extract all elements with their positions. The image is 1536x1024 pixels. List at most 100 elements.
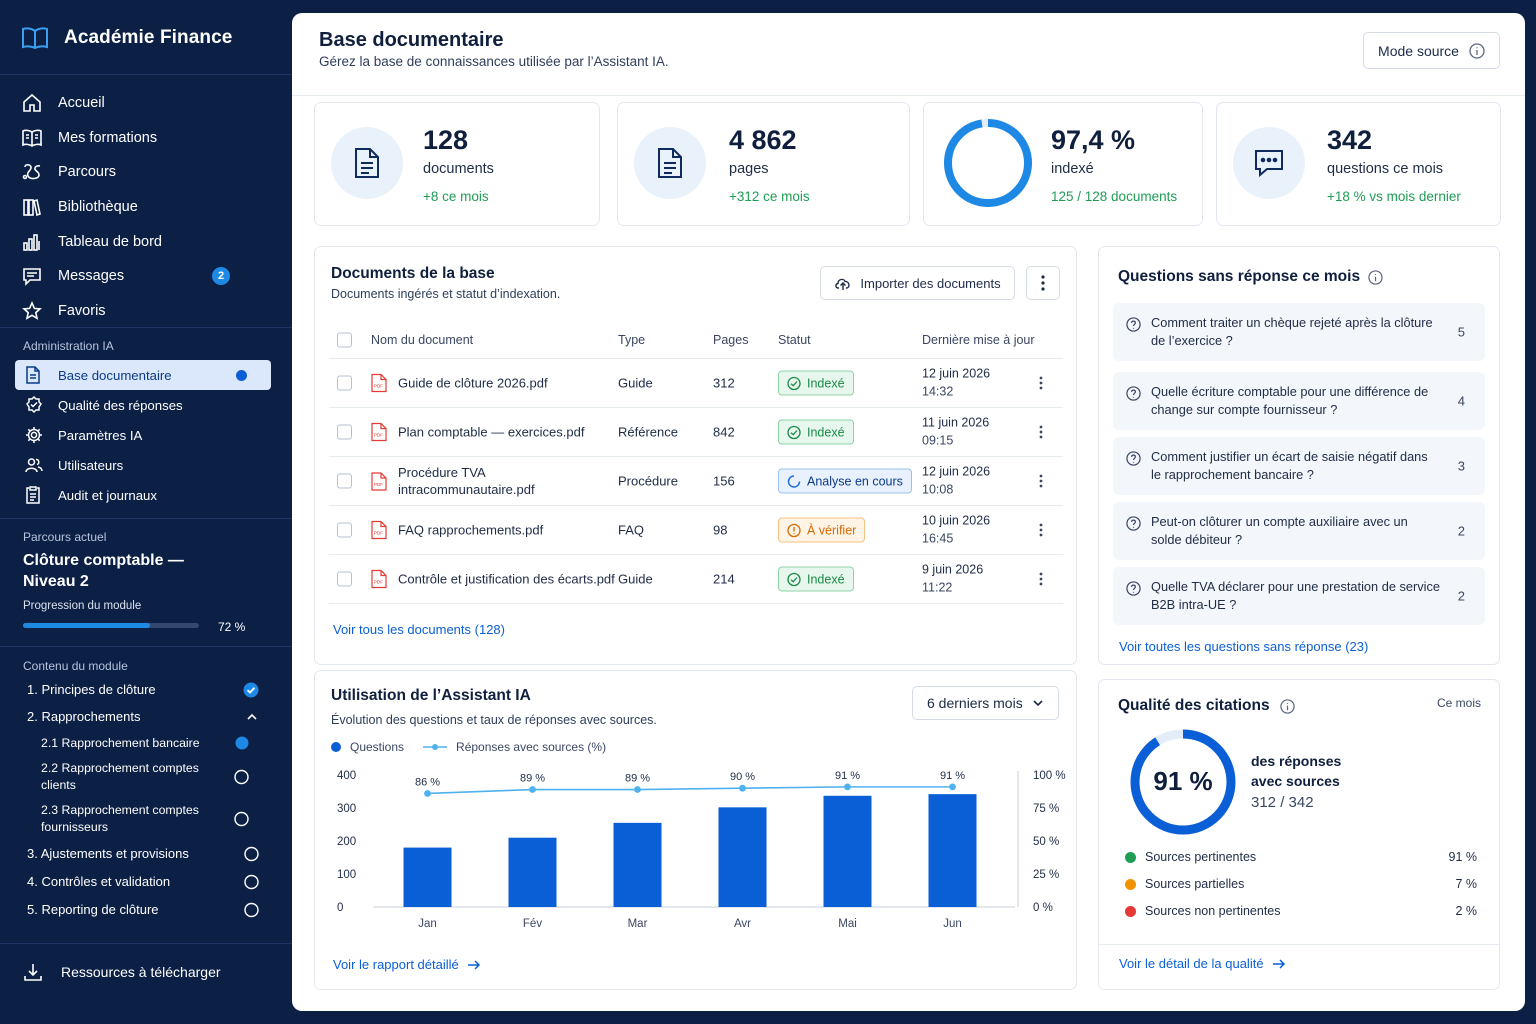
- nav-item-parcours[interactable]: Parcours: [22, 155, 272, 190]
- col-header-pages[interactable]: Pages: [713, 332, 749, 347]
- nav-item-accueil[interactable]: Accueil: [22, 86, 272, 121]
- question-item[interactable]: Comment justifier un écart de saisie nég…: [1113, 437, 1485, 495]
- module-item-3[interactable]: 3. Ajustements et provisions: [27, 840, 267, 868]
- period-select[interactable]: 6 derniers mois: [912, 686, 1059, 720]
- doc-name[interactable]: Procédure TVA intracommunautaire.pdf: [398, 465, 535, 497]
- question-item[interactable]: Peut-on clôturer un compte auxiliaire av…: [1113, 502, 1485, 560]
- question-item[interactable]: Quelle TVA déclarer pour une prestation …: [1113, 567, 1485, 625]
- warning-circle-icon: [787, 523, 801, 537]
- module-label: 4. Contrôles et validation: [27, 874, 171, 889]
- table-row[interactable]: PDF FAQ rapprochements.pdf FAQ 98 À vérif…: [329, 506, 1063, 555]
- nav-item-tableau-de-bord[interactable]: Tableau de bord: [22, 224, 272, 259]
- table-row[interactable]: PDF Plan comptable — exercices.pdf Référe…: [329, 408, 1063, 457]
- view-all-documents-link[interactable]: Voir tous les documents (128): [333, 622, 505, 637]
- row-more-icon[interactable]: [1039, 425, 1043, 439]
- question-item[interactable]: Quelle écriture comptable pour une diffé…: [1113, 372, 1485, 430]
- row-more-icon[interactable]: [1039, 572, 1043, 586]
- nav-item-favoris[interactable]: Favoris: [22, 294, 272, 329]
- course-section-title: Parcours actuel: [23, 530, 107, 544]
- users-icon: [25, 456, 58, 474]
- progress-value: 72 %: [218, 620, 246, 634]
- info-icon[interactable]: [1279, 698, 1295, 714]
- detailed-report-link[interactable]: Voir le rapport détaillé: [333, 957, 481, 972]
- col-header-updated[interactable]: Dernière mise à jour: [922, 332, 1035, 347]
- select-all-checkbox[interactable]: [337, 332, 352, 347]
- admin-item-utilisateurs[interactable]: Utilisateurs: [15, 450, 271, 480]
- doc-name[interactable]: Plan comptable — exercices.pdf: [398, 424, 585, 440]
- chevron-up-icon[interactable]: [245, 710, 259, 724]
- doc-name[interactable]: Guide de clôture 2026.pdf: [398, 375, 548, 391]
- download-icon: [23, 962, 43, 982]
- admin-item-qualite[interactable]: Qualité des réponses: [15, 390, 271, 420]
- col-header-name[interactable]: Nom du document: [371, 332, 474, 347]
- doc-name[interactable]: Contrôle et justification des écarts.pdf: [398, 571, 615, 587]
- header-divider: [292, 95, 1525, 96]
- stat-label: indexé: [1051, 161, 1094, 177]
- svg-text:PDF: PDF: [374, 433, 383, 438]
- question-count: 3: [1457, 458, 1465, 474]
- row-more-icon[interactable]: [1039, 523, 1043, 537]
- module-item-2-3[interactable]: 2.3 Rapprochement comptes fournisseurs: [27, 798, 257, 840]
- question-item[interactable]: Comment traiter un chèque rejeté après l…: [1113, 303, 1485, 361]
- table-row[interactable]: PDF Procédure TVA intracommunautaire.pdf …: [329, 457, 1063, 506]
- info-icon[interactable]: [1368, 269, 1383, 285]
- question-text: Comment justifier un écart de saisie nég…: [1151, 449, 1428, 482]
- brand[interactable]: Académie Finance: [22, 26, 232, 50]
- help-circle-icon: [1126, 451, 1141, 466]
- doc-type: Référence: [618, 424, 678, 440]
- more-options-button[interactable]: [1026, 266, 1060, 300]
- row-checkbox[interactable]: [337, 424, 352, 440]
- module-item-2[interactable]: 2. Rapprochements: [27, 704, 267, 730]
- view-all-questions-link[interactable]: Voir toutes les questions sans réponse (…: [1119, 639, 1369, 654]
- detailed-report-label: Voir le rapport détaillé: [333, 957, 459, 972]
- row-checkbox[interactable]: [337, 473, 352, 489]
- quality-detail-link[interactable]: Voir le détail de la qualité: [1119, 956, 1286, 971]
- bar-chart-icon: [22, 232, 58, 252]
- col-header-type[interactable]: Type: [618, 332, 646, 347]
- row-more-icon[interactable]: [1039, 474, 1043, 488]
- row-checkbox[interactable]: [337, 571, 352, 587]
- row-more-icon[interactable]: [1039, 376, 1043, 390]
- module-item-1[interactable]: 1. Principes de clôture: [27, 676, 267, 704]
- stat-value: 128: [423, 125, 469, 155]
- bar-questions: [928, 794, 977, 907]
- gear-icon: [25, 426, 58, 444]
- main-nav: Accueil Mes formations Parcours Biblioth…: [22, 86, 272, 328]
- import-documents-button[interactable]: Importer des documents: [820, 266, 1015, 300]
- col-header-status[interactable]: Statut: [778, 332, 811, 347]
- quality-legend-item: Sources pertinentes 91 %: [1125, 850, 1477, 864]
- stat-delta: +312 ce mois: [729, 189, 810, 204]
- admin-item-base-documentaire[interactable]: Base documentaire: [15, 360, 271, 390]
- home-icon: [22, 93, 58, 113]
- quality-ring: [1130, 729, 1236, 835]
- question-text: Quelle écriture comptable pour une diffé…: [1151, 384, 1429, 417]
- stat-value: 4 862: [729, 125, 797, 155]
- bar-questions: [718, 807, 767, 907]
- module-label: 2.2 Rapprochement comptes clients: [41, 761, 199, 792]
- module-item-5[interactable]: 5. Reporting de clôture: [27, 896, 267, 924]
- module-item-2-1[interactable]: 2.1 Rapprochement bancaire: [27, 730, 257, 756]
- table-row[interactable]: PDF Contrôle et justification des écarts.…: [329, 555, 1063, 604]
- more-vertical-icon: [1041, 275, 1045, 291]
- nav-label: Favoris: [58, 302, 106, 319]
- module-item-4[interactable]: 4. Contrôles et validation: [27, 868, 267, 896]
- nav-item-bibliotheque[interactable]: Bibliothèque: [22, 190, 272, 225]
- point-label: 91 %: [940, 770, 965, 782]
- admin-item-audit[interactable]: Audit et journaux: [15, 480, 271, 510]
- documents-table: Nom du document Type Pages Statut Derniè…: [329, 321, 1063, 604]
- usage-chart: 0 100 200 300 400 0 % 25 % 50 % 75 % 100 % Jan Fév M…: [337, 770, 1066, 930]
- nav-item-messages[interactable]: Messages 2: [22, 259, 272, 294]
- table-row[interactable]: PDF Guide de clôture 2026.pdf Guide 312 I…: [329, 359, 1063, 408]
- nav-item-mes-formations[interactable]: Mes formations: [22, 121, 272, 156]
- admin-item-parametres[interactable]: Paramètres IA: [15, 420, 271, 450]
- row-checkbox[interactable]: [337, 522, 352, 538]
- divider: [0, 327, 292, 328]
- table-header: Nom du document Type Pages Statut Derniè…: [329, 321, 1063, 359]
- stat-value: 97,4 %: [1051, 125, 1136, 155]
- doc-name[interactable]: FAQ rapprochements.pdf: [398, 522, 544, 538]
- module-item-2-2[interactable]: 2.2 Rapprochement comptes clients: [27, 756, 257, 798]
- legend-value: 7 %: [1455, 877, 1477, 891]
- row-checkbox[interactable]: [337, 375, 352, 391]
- mode-source-button[interactable]: Mode source: [1363, 32, 1500, 69]
- resources-download-link[interactable]: Ressources à télécharger: [23, 962, 221, 982]
